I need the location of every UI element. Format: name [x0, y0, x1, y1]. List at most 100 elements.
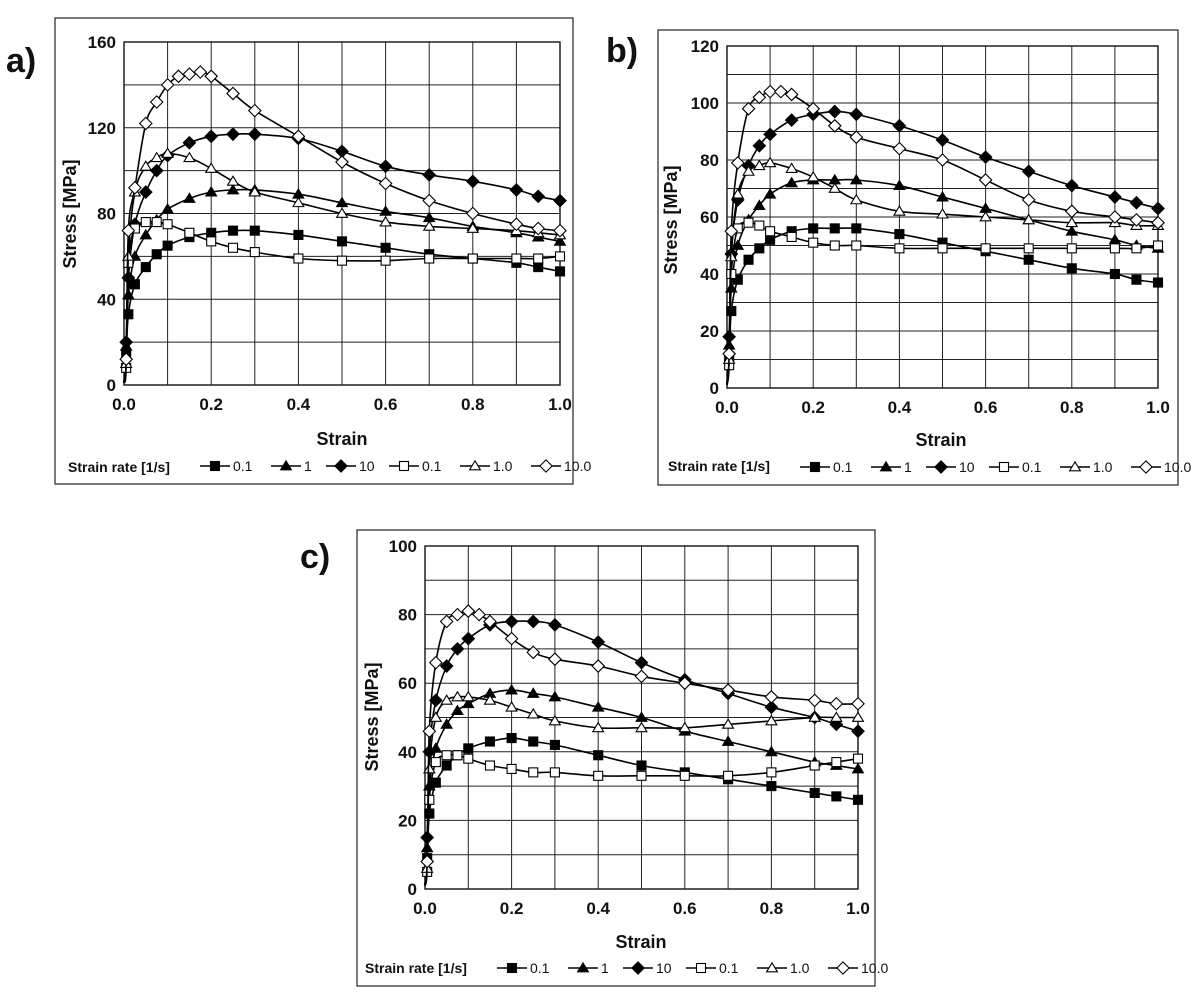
panel-c-series-0-point [506, 733, 517, 744]
panel-c-xtick-label: 0.0 [413, 899, 437, 918]
panel-c-legend-marker-3 [695, 962, 707, 974]
panel-b-series-2-point [892, 118, 907, 133]
panel-b-ytick-label: 20 [700, 322, 719, 341]
panel-c-series-5-point [461, 604, 476, 619]
panel-c-series-4-point [591, 721, 605, 733]
panel-b-series-0-point [1109, 268, 1120, 280]
panel-b-legend: 0.1 1 10 0.1 1.0 10.0 [800, 459, 1191, 475]
panel-a-series-3-point [336, 255, 348, 266]
panel-c-frame [356, 529, 876, 987]
panel-c-series-5-point [483, 614, 497, 629]
panel-c-series-3-point [463, 753, 474, 764]
panel-a-xtick-label: 0.8 [461, 395, 485, 414]
panel-a-series-5-point [422, 193, 437, 208]
panel-a-series-4-point [379, 215, 392, 227]
panel-a-series-5-point [182, 67, 197, 82]
panel-c-xtick-label: 0.8 [760, 899, 784, 918]
panel-a-series-3-point [533, 253, 544, 264]
panel-c-series-1-point [461, 697, 475, 709]
panel-b-legend-marker-2 [934, 460, 948, 474]
panel-c-series-4-point [429, 711, 443, 722]
panel-b-series-1-point [936, 190, 949, 202]
panel-b-series-5-point [784, 87, 799, 102]
panel-c-legend-label-2: 10 [656, 960, 672, 976]
panel-c-series-3-point [430, 757, 441, 768]
panel-b-series-1-point [893, 179, 906, 191]
panel-c-series-2-point [764, 700, 779, 715]
panel-b-series-2-point [1021, 164, 1036, 179]
panel-a-legend-marker-5 [539, 459, 553, 473]
panel-b-series-5-point [806, 101, 821, 116]
panel-b-series-3-point [1152, 240, 1164, 251]
panel-c-series-4-point [851, 711, 865, 722]
panel-b-ytick-label: 80 [700, 151, 719, 170]
panel-b-series-0-point [754, 243, 765, 254]
panel-a-ytick-label: 0 [107, 376, 116, 395]
panel-a-series-5-point [553, 223, 567, 238]
panel-b-series-3-point [754, 220, 765, 231]
panel-c-series-1-point [526, 687, 540, 698]
panel-c-series-4-point [451, 690, 464, 702]
panel-c-legend-marker-2 [631, 961, 645, 975]
panel-a-series-0-point [380, 242, 391, 253]
panel-c-series-1-point [440, 718, 454, 729]
panel-c-series-1-point [548, 690, 562, 702]
panel-a-series-0-point [249, 225, 260, 236]
panel-a-legend-marker-0 [209, 460, 221, 472]
panel-b-series-1-point [1065, 225, 1079, 236]
panel-b-series-3-point [743, 217, 754, 228]
panel-b-series-4-point [1022, 213, 1036, 225]
panel-b-series-5-point [724, 224, 739, 239]
panel-a-ytick-label: 160 [88, 33, 116, 52]
panel-a-series-5-point [128, 180, 142, 195]
panel-a-series-2-point [204, 129, 219, 144]
panel-c-legend-marker-0 [506, 962, 518, 974]
panel-a-series-5-point [378, 176, 393, 191]
panel-b-series-5-point [849, 130, 864, 145]
panel-c-series-4-point [678, 721, 692, 733]
panel-b-ytick-label: 120 [691, 37, 719, 56]
panel-c-legend-label-0: 0.1 [530, 960, 550, 976]
panel-b-legend-label-0: 0.1 [833, 459, 853, 475]
panel-b-series-3-point [980, 243, 991, 254]
panel-c-ytick-label: 0 [408, 880, 417, 899]
panel-a-series-5-point [138, 116, 153, 131]
panel-a-legend-label-2: 10 [359, 458, 375, 474]
panel-c-series-3-point [809, 760, 820, 771]
panel-b-series-4-point [936, 207, 949, 219]
panel-c-series-1-point [591, 701, 605, 712]
panel-c-series-5-point [764, 690, 779, 704]
panel-c-series-5-point [450, 607, 465, 622]
panel-c-series-3-point [424, 794, 435, 805]
panel-c-series-0-point [463, 743, 474, 754]
panel-a-series-0-point [129, 279, 140, 290]
panel-b-series-5-line [726, 90, 1159, 386]
panel-b-series-4-point [785, 162, 799, 173]
panel-b-series-5-point [892, 141, 907, 156]
panel-b-series-0 [724, 223, 1164, 386]
panel-b-series-2-point [978, 150, 993, 165]
panel-a-series-1-point [553, 235, 567, 246]
panel-a-series-1-point [139, 228, 153, 240]
panel-b-series-5 [722, 84, 1165, 386]
panel-c-series-4-point [505, 701, 518, 712]
panel-a-series-2-point [226, 127, 240, 142]
panel-b-series-0-point [743, 254, 754, 265]
panel-a-ytick-label: 80 [97, 205, 116, 224]
panel-b-series-3-point [829, 240, 840, 251]
panel-c-series-2-point [634, 655, 649, 670]
panel-a-series-0-point [151, 249, 162, 260]
panel-a-series-0-point [336, 236, 348, 247]
panel-a-series-0-point [206, 227, 217, 238]
panel-b: b) Stress [MPa] Strain Strain rate [1/s]… [606, 29, 1191, 486]
panel-c-series-4-point [635, 721, 648, 733]
panel-a-series-3-point [293, 253, 304, 264]
panel-c-series-4-point [483, 694, 497, 705]
panel-c-series-5-line [424, 610, 859, 886]
panel-c-series-4-point [526, 707, 540, 719]
panel-c-series-5-point [807, 693, 822, 708]
panel-b-series-4-point [979, 210, 992, 222]
panel-b-series-4 [722, 156, 1165, 386]
panel-c-series-0-point [441, 760, 452, 771]
panel-c-ytick-label: 40 [398, 743, 417, 762]
